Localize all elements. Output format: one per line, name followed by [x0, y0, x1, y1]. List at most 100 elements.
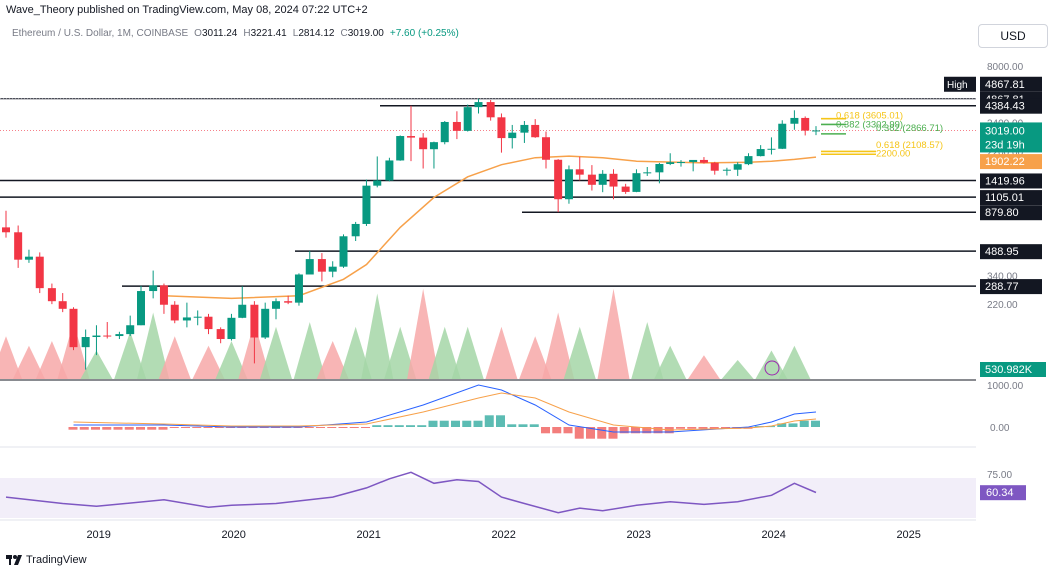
volume-area: [361, 293, 394, 379]
macd-histogram-bar: [316, 427, 325, 428]
candle-body: [778, 123, 787, 149]
macd-histogram-bar: [192, 427, 202, 428]
macd-signal-line: [73, 392, 817, 431]
macd-histogram-bar: [496, 415, 505, 427]
volume-area: [137, 312, 170, 379]
candle-body: [103, 335, 112, 337]
volume-area: [260, 326, 292, 379]
fib-label: 0.382 (2866.71): [876, 123, 943, 134]
high-value-bg: [980, 76, 1042, 92]
footer-brand: TradingView: [26, 554, 87, 566]
price-level-tag-bg: [980, 173, 1042, 189]
high-label: H: [243, 28, 251, 39]
macd-histogram-bar: [811, 420, 820, 427]
x-tick-label: 2021: [356, 529, 380, 541]
macd-histogram-bar: [394, 425, 404, 427]
candle-body: [193, 316, 202, 318]
macd-histogram-bar: [676, 427, 685, 429]
currency-button[interactable]: USD: [978, 24, 1048, 48]
volume-area: [407, 288, 440, 379]
candle-body: [554, 159, 563, 200]
rsi-tag-bg: [980, 485, 1026, 501]
macd-histogram-bar: [169, 427, 179, 428]
volume-tag-bg: [980, 362, 1046, 377]
candle-body: [609, 173, 618, 187]
candle-body: [699, 159, 708, 163]
macd-histogram-bar: [687, 427, 697, 429]
candle-body: [35, 256, 44, 289]
macd-histogram-bar: [417, 425, 427, 427]
high-tag: High: [947, 80, 968, 91]
macd-histogram-bar: [124, 427, 134, 430]
candle-body: [632, 173, 641, 192]
price-level-tag-bg: [980, 98, 1042, 114]
fib-label: 0.618 (3605.01): [836, 111, 903, 122]
candle-body: [339, 236, 348, 267]
candle-body: [47, 288, 56, 302]
candle-body: [452, 121, 461, 131]
price-level-tag-bg: [980, 244, 1042, 260]
y-tick-label: 220.00: [987, 300, 1018, 311]
macd-histogram-bar: [147, 427, 157, 430]
fib-label: 0.382 (3302.99): [836, 119, 903, 130]
candle-body: [284, 301, 293, 303]
candle-body: [722, 169, 731, 171]
candle-body: [407, 136, 415, 138]
candle-body: [801, 117, 810, 131]
ema-value-tag-bg: [980, 154, 1042, 170]
macd-histogram-bar: [788, 423, 798, 427]
candle-body: [24, 256, 33, 260]
macd-histogram-bar: [698, 427, 708, 429]
symbol-name[interactable]: Ethereum / U.S. Dollar, 1M, COINBASE: [12, 28, 189, 39]
macd-histogram-bar: [552, 427, 562, 434]
volume-area: [80, 350, 113, 379]
candle-body: [227, 317, 236, 340]
macd-histogram-bar: [91, 427, 100, 430]
macd-histogram-bar: [102, 427, 112, 430]
volume-area: [35, 341, 68, 379]
x-tick-label: 2020: [221, 529, 245, 541]
publisher-header: Wave_Theory published on TradingView.com…: [6, 4, 368, 16]
candle-body: [204, 316, 213, 330]
low-label: L: [292, 28, 299, 39]
rsi-band: [0, 478, 976, 518]
volume-area: [158, 336, 191, 379]
macd-histogram-bar: [406, 425, 415, 427]
volume-area: [755, 350, 788, 379]
tradingview-logo-icon: [6, 555, 22, 565]
candle-body: [362, 185, 371, 224]
candle-body: [429, 142, 438, 150]
rsi-axis-label: 75.00: [987, 470, 1012, 481]
macd-histogram-bar: [619, 427, 629, 434]
macd-axis-label: 1000.00: [987, 381, 1024, 392]
macd-histogram-bar: [473, 420, 483, 427]
macd-histogram-bar: [361, 427, 370, 428]
rsi-value-tag: 60.34: [986, 487, 1014, 499]
candle-body: [317, 259, 326, 272]
macd-histogram-bar: [563, 427, 573, 434]
candle-body: [575, 169, 584, 175]
volume-area: [428, 326, 461, 379]
macd-histogram-bar: [383, 425, 393, 427]
macd-histogram-bar: [586, 427, 595, 439]
price-level-tag: 1105.01: [985, 192, 1024, 204]
candle-body: [396, 136, 405, 161]
price-level-tag: 4384.43: [985, 101, 1025, 113]
macd-histogram-bar: [462, 420, 472, 427]
ema-line: [163, 155, 817, 300]
macd-histogram-bar: [181, 427, 190, 428]
x-tick-label: 2023: [626, 529, 650, 541]
price-level-tag: 288.77: [985, 281, 1019, 293]
low-value: 2814.12: [298, 28, 335, 39]
candle-body: [126, 325, 135, 335]
macd-zero-label: 0.00: [990, 423, 1010, 434]
candle-body: [170, 304, 179, 321]
macd-line: [73, 384, 817, 433]
candle-body: [497, 117, 506, 139]
volume-area: [384, 326, 417, 379]
volume-area: [721, 360, 754, 379]
macd-histogram-bar: [79, 427, 89, 430]
volume-area: [339, 326, 372, 379]
volume-area: [57, 322, 90, 379]
